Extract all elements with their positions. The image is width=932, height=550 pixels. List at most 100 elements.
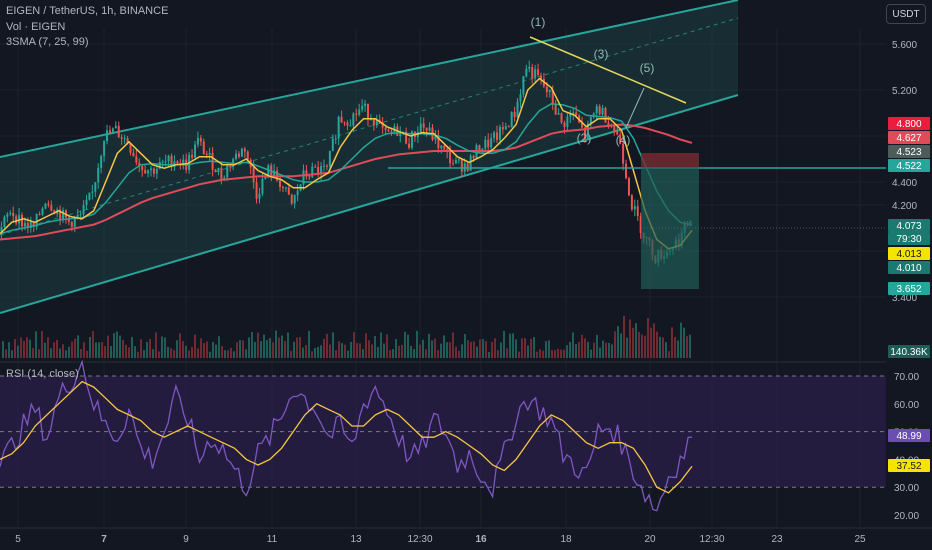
volume-bar bbox=[83, 342, 85, 358]
volume-bar bbox=[8, 342, 10, 358]
candle-body bbox=[246, 151, 249, 160]
candle-body bbox=[601, 107, 604, 115]
price-badge-label: 79:30 bbox=[896, 234, 921, 245]
currency-button[interactable]: USDT bbox=[886, 4, 926, 24]
candle-body bbox=[205, 153, 208, 155]
volume-bar bbox=[251, 332, 253, 358]
candle-body bbox=[3, 216, 6, 227]
volume-bar bbox=[155, 332, 157, 358]
volume-bar bbox=[404, 331, 406, 358]
volume-bar bbox=[668, 351, 670, 358]
sma-legend[interactable]: 3SMA (7, 25, 99) bbox=[6, 36, 89, 48]
volume-bar bbox=[512, 333, 514, 358]
volume-bar bbox=[296, 337, 298, 358]
volume-bar bbox=[572, 332, 574, 358]
candle-body bbox=[613, 126, 616, 132]
volume-bar bbox=[587, 341, 589, 358]
price-badge-label: 4.800 bbox=[896, 119, 921, 130]
symbol-legend[interactable]: EIGEN / TetherUS, 1h, BINANCE bbox=[6, 5, 169, 17]
price-badge-label: 37.52 bbox=[896, 461, 921, 472]
volume-bar bbox=[674, 336, 676, 358]
candle-body bbox=[26, 222, 29, 228]
candle-body bbox=[633, 206, 636, 210]
volume-bar bbox=[611, 344, 613, 358]
volume-bar bbox=[641, 334, 643, 358]
candle-body bbox=[340, 116, 343, 123]
volume-bar bbox=[143, 350, 145, 358]
volume-bar bbox=[35, 331, 37, 358]
candle-body bbox=[243, 148, 246, 152]
volume-bar bbox=[371, 344, 373, 358]
rsi-tick-label: 20.00 bbox=[894, 511, 919, 522]
candle-body bbox=[199, 137, 202, 142]
volume-bar bbox=[50, 348, 52, 358]
volume-bar bbox=[665, 342, 667, 358]
rsi-legend[interactable]: RSI (14, close) bbox=[6, 368, 79, 380]
candle-body bbox=[496, 132, 499, 140]
candle-body bbox=[129, 143, 132, 153]
price-badge bbox=[888, 261, 930, 274]
candle-body bbox=[79, 214, 82, 216]
price-badges: 4.800 4.627 4.523 4.522 4.073 79:30 4.013 4.010… bbox=[888, 117, 930, 472]
volume-bar bbox=[647, 318, 649, 358]
volume-bar bbox=[476, 346, 478, 358]
volume-bar bbox=[500, 342, 502, 358]
volume-bar bbox=[125, 344, 127, 358]
candle-body bbox=[466, 163, 469, 171]
time-tick-label: 13 bbox=[350, 534, 362, 545]
volume-bar bbox=[470, 341, 472, 358]
volume-bar bbox=[539, 349, 541, 358]
candle-body bbox=[472, 155, 475, 159]
volume-bar bbox=[638, 331, 640, 358]
candle-body bbox=[279, 180, 282, 187]
candle-body bbox=[443, 145, 446, 150]
candle-body bbox=[117, 125, 120, 138]
volume-bar bbox=[164, 337, 166, 358]
sma-25-line bbox=[0, 103, 693, 235]
candle-body bbox=[164, 161, 167, 163]
volume-bar bbox=[278, 337, 280, 358]
volume-bar bbox=[437, 350, 439, 358]
volume-bar bbox=[5, 349, 7, 358]
candle-body bbox=[434, 135, 437, 140]
volume-bar bbox=[137, 351, 139, 358]
candle-body bbox=[41, 208, 44, 215]
volume-bar bbox=[662, 337, 664, 358]
volume-bar bbox=[32, 348, 34, 358]
time-axis[interactable]: 5 7 9 11 13 12:30 16 18 20 12:30 23 25 bbox=[0, 527, 932, 545]
volume-bar bbox=[206, 341, 208, 358]
volume-bar bbox=[383, 343, 385, 358]
volume-bar bbox=[101, 342, 103, 358]
price-badge bbox=[888, 219, 930, 232]
candle-body bbox=[425, 127, 428, 131]
candle-body bbox=[519, 94, 522, 102]
candle-body bbox=[334, 138, 337, 140]
volume-bar bbox=[59, 348, 61, 358]
candle-body bbox=[325, 165, 328, 167]
volume-bar bbox=[107, 335, 109, 358]
volume-bar bbox=[446, 342, 448, 358]
candle-body bbox=[220, 167, 223, 180]
price-badge-label: 4.010 bbox=[896, 263, 921, 274]
candle-body bbox=[302, 170, 305, 185]
volume-bar bbox=[308, 330, 310, 358]
volume-bar bbox=[173, 350, 175, 358]
volume-bar bbox=[335, 350, 337, 358]
volume-bar bbox=[212, 342, 214, 358]
volume-bar bbox=[293, 341, 295, 358]
volume-legend[interactable]: Vol · EIGEN bbox=[6, 21, 66, 33]
candle-body bbox=[208, 152, 211, 155]
candle-body bbox=[522, 76, 525, 95]
candle-body bbox=[349, 125, 352, 127]
volume-bar bbox=[320, 345, 322, 358]
volume-bar bbox=[416, 330, 418, 358]
candle-body bbox=[384, 127, 387, 130]
volume-bar bbox=[149, 339, 151, 358]
volume-bar bbox=[479, 339, 481, 358]
candle-body bbox=[375, 119, 378, 126]
volume-bar bbox=[389, 350, 391, 358]
volume-bar bbox=[386, 334, 388, 358]
volume-bar bbox=[617, 326, 619, 358]
candle-body bbox=[70, 221, 73, 227]
